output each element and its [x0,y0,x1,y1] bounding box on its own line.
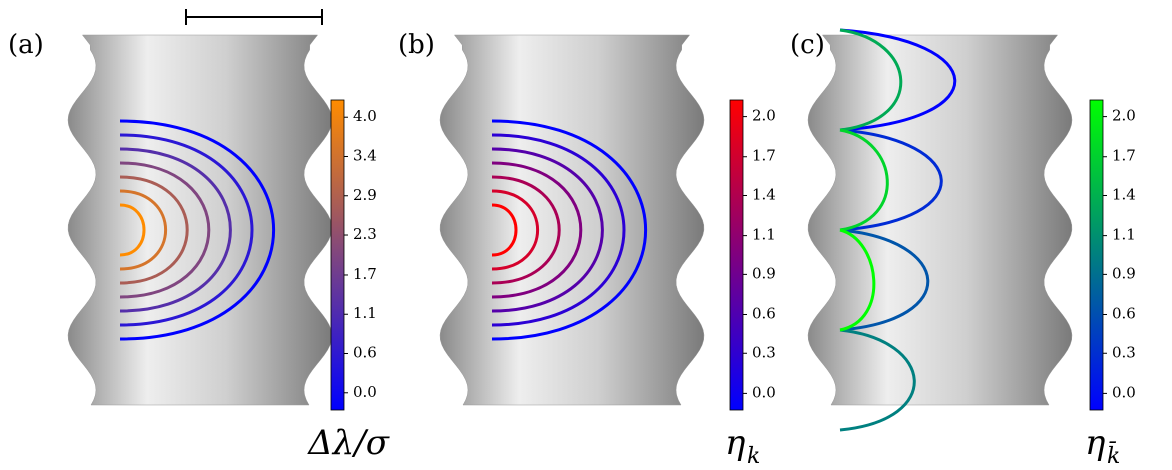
colorbar-tick-label: 0.3 [1112,343,1136,361]
colorbar-tick-label: 2.3 [353,225,377,243]
contour-line [491,189,539,271]
colorbar [330,99,345,411]
contour-line [839,228,876,332]
contour-line [839,28,903,132]
colorbar-tick-label: 1.1 [1112,226,1136,244]
contour-line [491,133,626,327]
colorbar-tick-label: 1.4 [1112,185,1136,203]
colorbar-tick-label: 1.7 [1112,147,1136,165]
contour-line [119,133,254,327]
colorbar-tick-label: 0.0 [353,383,377,401]
colorbar-tick-label: 4.0 [353,107,377,125]
contour-line [491,203,518,257]
contour-line [119,147,232,313]
colorbar-label-subscript: k [747,444,760,469]
colorbar-tick-label: 0.9 [1112,264,1136,282]
contour-line [119,203,146,257]
panel-label: (b) [398,30,435,60]
colorbar-tick-label: 0.9 [752,264,776,282]
colorbar-tick-label: 0.6 [353,344,377,362]
colorbar-label: Δλ/σ [306,423,390,463]
colorbar [1089,99,1104,411]
contour-line [839,128,943,232]
contour-line [839,28,957,132]
colorbar-tick-label: 2.0 [752,107,776,125]
colorbar-tick-label: 1.1 [353,304,377,322]
colorbar-tick-label: 2.0 [1112,107,1136,125]
contour-line [839,328,916,432]
surface [807,34,1073,406]
contour-line [491,175,561,285]
contour-line [119,161,211,299]
contour-line [839,228,930,332]
contour-line [839,128,889,232]
colorbar-tick-label: 0.0 [1112,383,1136,401]
colorbar-tick-label: 1.7 [353,265,377,283]
colorbar-tick-label: 0.0 [752,383,776,401]
colorbar-tick-label: 0.6 [752,305,776,323]
panel-label: (a) [8,30,44,60]
colorbar-tick-label: 0.3 [752,343,776,361]
contour-line [119,119,276,341]
colorbar-tick-label: 1.7 [752,147,776,165]
colorbar-tick-label: 1.4 [752,185,776,203]
surface [439,34,705,406]
contour-line [119,175,189,285]
colorbar-tick-label: 1.1 [752,226,776,244]
panel-label: (c) [790,30,825,60]
colorbar-label: η [1085,423,1106,463]
contour-line [491,119,648,341]
colorbar-tick-label: 0.6 [1112,305,1136,323]
contour-line [119,189,167,271]
contour-line [491,161,583,299]
colorbar-tick-label: 2.9 [353,186,377,204]
colorbar-label-subscript: k̄ [1107,441,1120,469]
colorbar-label: η [725,423,746,463]
contour-line [491,147,604,313]
surface [67,34,333,406]
colorbar-tick-label: 3.4 [353,146,377,164]
colorbar [729,99,744,411]
